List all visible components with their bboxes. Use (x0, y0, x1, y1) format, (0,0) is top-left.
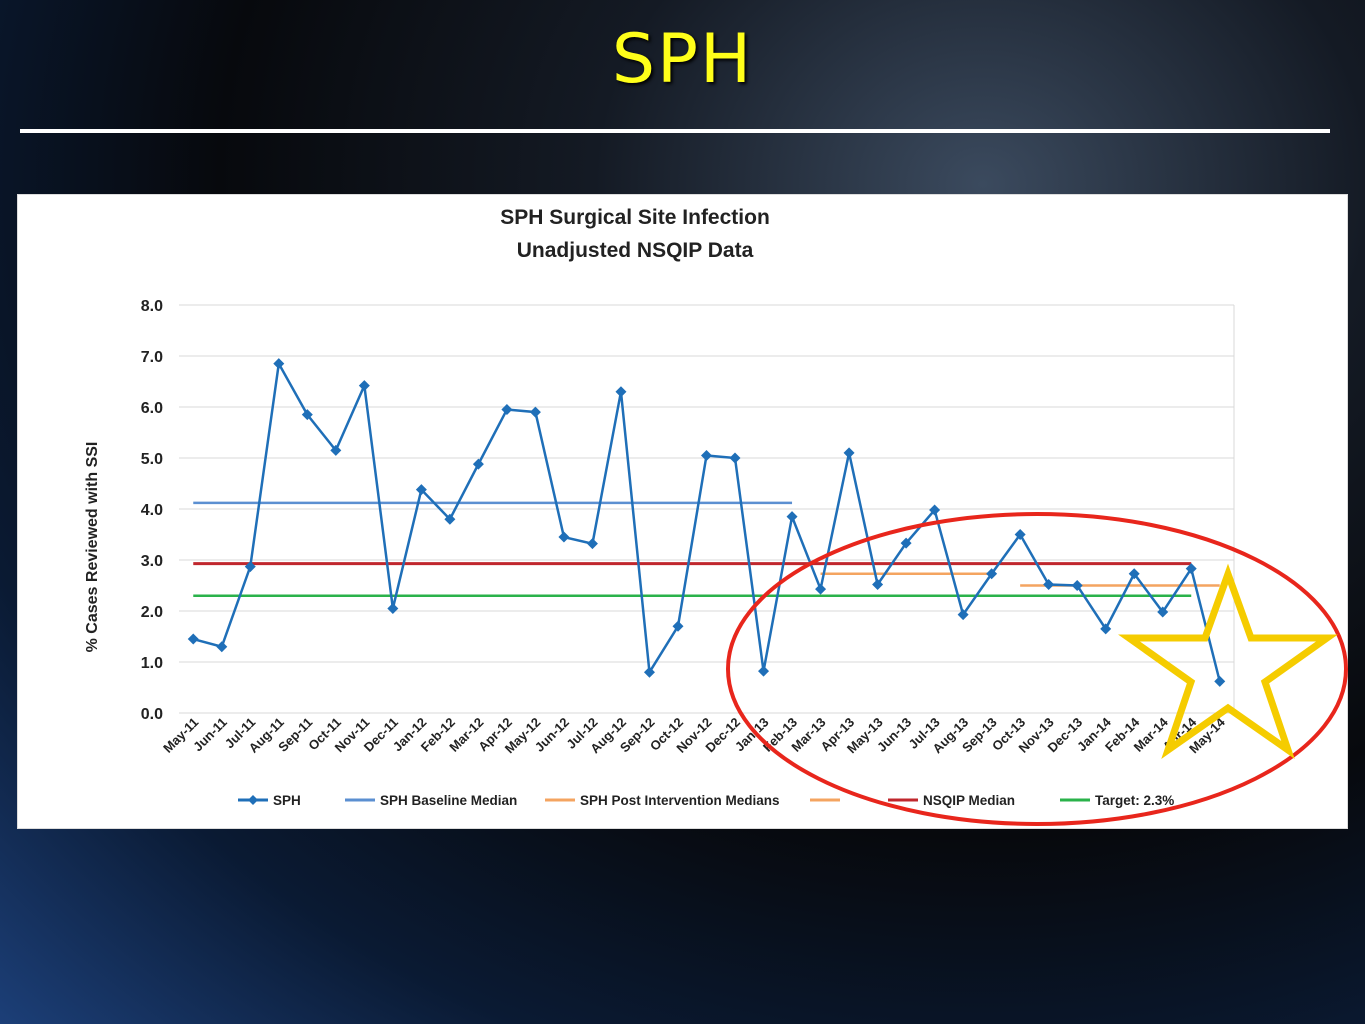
y-tick-labels: 0.0 1.0 2.0 3.0 4.0 5.0 6.0 7.0 8.0 (141, 298, 163, 723)
legend-label: SPH Post Intervention Medians (580, 793, 780, 808)
data-point (929, 504, 941, 516)
legend: SPH SPH Baseline Median SPH Post Intervent… (238, 793, 1174, 808)
data-point (729, 452, 741, 464)
data-point (187, 633, 199, 645)
data-point (643, 666, 655, 678)
data-point (444, 513, 456, 525)
data-point (1214, 675, 1226, 687)
data-point (1043, 578, 1055, 590)
data-point (615, 386, 627, 398)
data-point (815, 583, 827, 595)
y-tick-label: 0.0 (141, 706, 163, 723)
data-point (216, 641, 228, 653)
chart-subtitle: Unadjusted NSQIP Data (517, 239, 754, 262)
y-tick-label: 5.0 (141, 451, 163, 468)
y-tick-label: 4.0 (141, 502, 163, 519)
data-point (672, 620, 684, 632)
legend-label: SPH (273, 793, 301, 808)
data-point (586, 538, 598, 550)
reference-lines (193, 501, 1220, 597)
title-divider (20, 129, 1330, 133)
data-point (758, 665, 770, 677)
data-point (301, 409, 313, 421)
data-point (358, 380, 370, 392)
data-point (387, 602, 399, 614)
y-tick-label: 1.0 (141, 655, 163, 672)
legend-marker (248, 795, 258, 805)
data-point (529, 406, 541, 418)
y-tick-label: 8.0 (141, 298, 163, 315)
sph-line (192, 359, 1221, 682)
data-point (558, 531, 570, 543)
x-tick-labels: May-11Jun-11Jul-11Aug-11Sep-11Oct-11Nov-… (160, 714, 1228, 756)
gridlines (179, 304, 1235, 714)
data-point (244, 561, 256, 573)
y-axis-label: % Cases Reviewed with SSI (84, 442, 101, 653)
data-point (273, 358, 285, 370)
data-point (701, 449, 712, 461)
line-chart: SPH Surgical Site Infection Unadjusted N… (84, 206, 1235, 808)
data-point (330, 444, 342, 456)
data-point (472, 458, 484, 470)
legend-label: NSQIP Median (923, 793, 1015, 808)
chart-title: SPH Surgical Site Infection (500, 206, 770, 229)
chart-panel: SPH Surgical Site Infection Unadjusted N… (18, 195, 1347, 828)
data-point (501, 404, 513, 416)
y-tick-label: 3.0 (141, 553, 163, 570)
data-point (843, 447, 855, 459)
y-tick-label: 7.0 (141, 349, 163, 366)
data-point (786, 511, 798, 523)
y-tick-label: 6.0 (141, 400, 163, 417)
legend-label: SPH Baseline Median (380, 793, 517, 808)
slide-title: SPH (611, 20, 754, 99)
data-point (415, 484, 427, 496)
legend-label: Target: 2.3% (1095, 793, 1174, 808)
y-tick-label: 2.0 (141, 604, 163, 621)
